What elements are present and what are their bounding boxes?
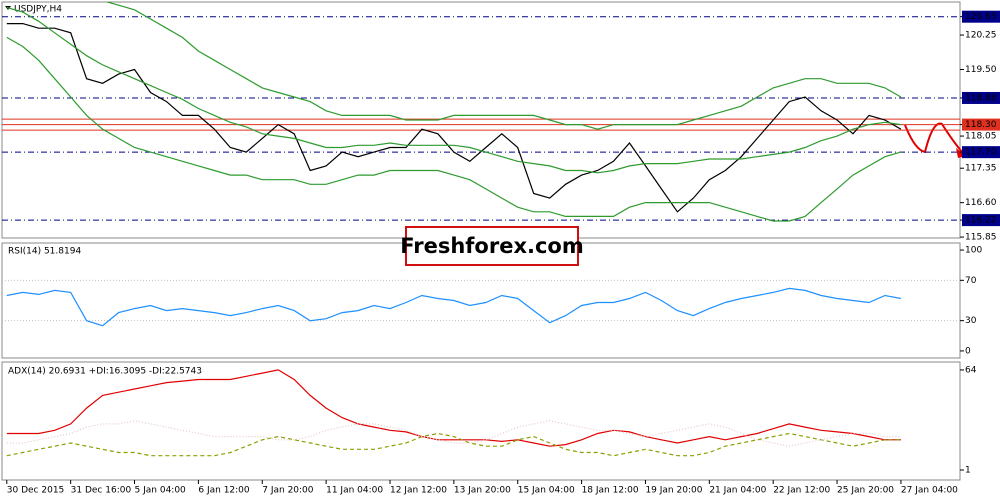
- y-tick-label: 118.88: [965, 93, 997, 103]
- y-tick-label: 70: [965, 276, 977, 286]
- x-tick-label: 13 Jan 20:00: [454, 486, 511, 496]
- main-panel: [1, 1, 961, 239]
- y-tick-label: 117.70: [965, 148, 997, 158]
- y-tick-label: 64: [965, 365, 977, 375]
- price-tag: [962, 91, 1000, 104]
- y-tick-label: 120.25: [965, 31, 997, 41]
- x-tick-label: 25 Jan 20:00: [837, 486, 894, 496]
- watermark-box: [405, 226, 579, 266]
- series-line: [105, 2, 902, 130]
- panel-plot: [6, 369, 901, 457]
- price-tag: [962, 214, 1000, 227]
- x-tick-label: 12 Jan 12:00: [390, 486, 447, 496]
- y-tick-label: 118.30: [965, 120, 997, 130]
- series-line: [6, 432, 901, 457]
- y-tick-label: 119.50: [965, 65, 997, 75]
- symbol-label: USDJPY,H4: [14, 5, 62, 15]
- y-tick-label: 30: [965, 316, 977, 326]
- watermark: Freshforex.com: [400, 234, 584, 258]
- x-tick-label: 22 Jan 12:00: [773, 486, 830, 496]
- price-tag: [962, 146, 1000, 159]
- price-tag: [962, 10, 1000, 23]
- price-tag: [962, 118, 1000, 131]
- x-tick-label: 7 Jan 20:00: [262, 486, 314, 496]
- y-tick-label: 117.35: [965, 164, 997, 174]
- series-line: [6, 6, 901, 174]
- x-tick-label: 5 Jan 04:00: [135, 486, 187, 496]
- panel-plot: [2, 2, 960, 222]
- x-tick-label: 31 Dec 16:00: [71, 486, 132, 496]
- panel-plot: [2, 279, 960, 327]
- x-tick-label: 11 Jan 04:00: [326, 486, 383, 496]
- x-tick-label: 21 Jan 04:00: [709, 486, 766, 496]
- x-tick-label: 19 Jan 20:00: [645, 486, 702, 496]
- y-tick-label: 100: [965, 246, 982, 256]
- y-tick-label: 0: [965, 346, 971, 356]
- y-tick-label: 116.60: [965, 198, 997, 208]
- x-tick-label: 6 Jan 12:00: [198, 486, 250, 496]
- x-tick-label: 15 Jan 04:00: [518, 486, 575, 496]
- series-line: [6, 287, 902, 327]
- series-line: [6, 23, 902, 213]
- x-tick-label: 18 Jan 12:00: [582, 486, 639, 496]
- series-line: [6, 369, 901, 447]
- adx-panel: [1, 361, 961, 481]
- series-line: [6, 420, 901, 447]
- adx-label: ADX(14) 20.6931 +DI:16.3095 -DI:22.5743: [8, 367, 202, 377]
- y-tick-label: 118.05: [965, 132, 997, 142]
- y-tick-label: 115.85: [965, 233, 997, 243]
- rsi-label: RSI(14) 51.8194: [8, 247, 81, 257]
- y-tick-label: 116.22: [965, 216, 997, 226]
- y-tick-label: 1: [965, 465, 971, 475]
- y-tick-label: 120.65: [965, 12, 997, 22]
- series-line: [6, 36, 902, 222]
- forecast-arrow: [904, 122, 963, 154]
- x-tick-label: 30 Dec 2015: [7, 486, 65, 496]
- x-tick-label: 27 Jan 04:00: [901, 486, 958, 496]
